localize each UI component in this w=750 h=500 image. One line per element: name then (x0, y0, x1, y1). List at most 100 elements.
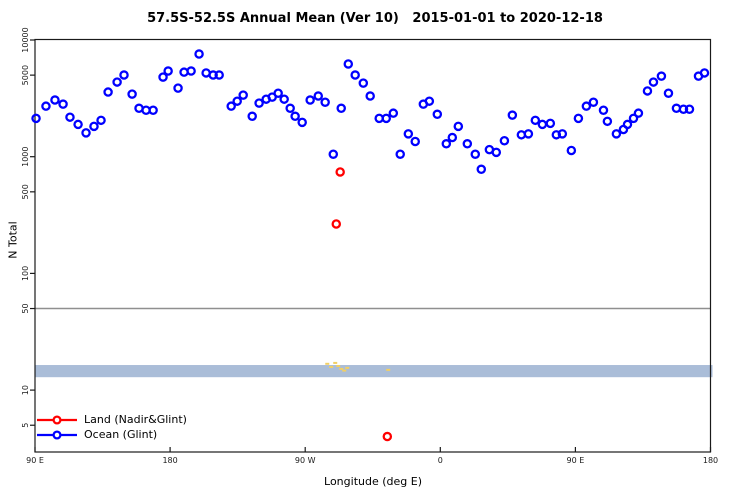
ocean-data-point (537, 119, 548, 130)
x-tick-label: 90 E (567, 456, 585, 465)
ocean-data-point (633, 108, 644, 118)
legend: Land (Nadir&Glint) Ocean (Glint) (37, 412, 187, 442)
ocean-data-point (557, 129, 568, 139)
ocean-data-point (279, 94, 289, 104)
ocean-data-point (208, 70, 218, 80)
legend-item-land: Land (Nadir&Glint) (37, 412, 187, 427)
ocean-data-point (194, 49, 204, 59)
ocean-data-point (226, 101, 236, 111)
x-tick-label: 180 (703, 456, 718, 465)
ocean-data-point (58, 99, 68, 109)
ocean-data-point (73, 119, 83, 130)
ocean-data-point (320, 97, 330, 107)
ocean-data-point (523, 129, 534, 139)
ocean-data-point (247, 111, 257, 122)
speck-marker (339, 367, 344, 370)
ocean-data-point (470, 149, 481, 159)
ocean-data-point (343, 59, 354, 69)
legend-label-ocean: Ocean (Glint) (84, 428, 158, 441)
legend-item-ocean: Ocean (Glint) (37, 427, 187, 442)
ocean-data-point (173, 83, 183, 93)
ocean-data-point (336, 103, 346, 114)
speck-marker (325, 362, 330, 365)
ocean-data-point (148, 105, 158, 116)
y-tick-label: 10000 (21, 27, 30, 52)
ocean-data-point (545, 118, 556, 129)
speck-marker (342, 369, 347, 372)
ocean-data-point (214, 70, 224, 80)
ocean-data-point (602, 116, 613, 127)
ocean-data-point (476, 164, 487, 175)
ocean-data-point (158, 72, 168, 82)
ocean-data-point (112, 77, 122, 87)
ocean-data-point (89, 121, 99, 132)
x-tick-label: 90 E (26, 456, 44, 465)
ocean-data-point (305, 95, 315, 105)
ocean-data-point (684, 104, 695, 115)
ocean-data-point (656, 71, 667, 81)
x-tick-label: 0 (438, 456, 443, 465)
x-tick-label: 180 (162, 456, 177, 465)
plot-box (34, 38, 712, 453)
land-data-point (382, 431, 393, 442)
speck-marker (336, 364, 341, 367)
ocean-data-point (403, 129, 414, 139)
ocean-data-point (103, 87, 113, 97)
ocean-data-point (358, 78, 369, 88)
ocean-data-point (432, 109, 443, 120)
ocean-data-point (290, 111, 300, 122)
ocean-data-point (381, 113, 392, 124)
ocean-data-point (462, 139, 473, 149)
ocean-data-point (388, 108, 399, 118)
ocean-data-point (663, 88, 674, 98)
y-tick-label: 5 (21, 423, 30, 428)
ocean-data-point (41, 101, 51, 111)
ocean-data-point (50, 95, 60, 105)
ocean-data-point (65, 112, 75, 122)
y-tick-label: 10 (21, 385, 30, 395)
ocean-data-point (238, 90, 248, 100)
ocean-data-point (507, 110, 518, 120)
land-data-point (335, 167, 345, 177)
ocean-data-point (447, 132, 458, 143)
land-legend-circle (52, 414, 62, 425)
ocean-data-point (81, 128, 91, 138)
ocean-data-point (395, 149, 405, 159)
ocean-legend-circle (52, 429, 62, 440)
ocean-data-point (453, 121, 464, 132)
ocean-data-point (678, 104, 689, 115)
ocean-data-point (581, 101, 592, 111)
ocean-data-point (119, 70, 129, 80)
y-axis-title: N Total (6, 221, 20, 259)
speck-marker (386, 368, 391, 371)
ocean-data-point (297, 117, 307, 128)
ocean-data-point (127, 89, 137, 99)
ocean-data-point (350, 70, 360, 80)
ocean-data-point (232, 96, 242, 106)
x-tick-label: 90 W (295, 456, 316, 465)
ocean-data-point (424, 96, 435, 106)
ocean-data-point (163, 66, 173, 76)
x-axis-title: Longitude (deg E) (324, 475, 422, 488)
ocean-data-point (96, 115, 106, 126)
ocean-data-point (699, 68, 710, 78)
ocean-data-point (31, 113, 41, 124)
chart-title: 57.5S-52.5S Annual Mean (Ver 10) 2015-01… (147, 11, 603, 26)
ocean-data-point (441, 139, 452, 149)
ocean-data-point (573, 113, 584, 124)
ocean-data-point (598, 105, 609, 116)
ocean-data-point (530, 115, 541, 126)
speck-marker (345, 366, 350, 369)
ocean-data-point (642, 86, 653, 96)
speck-marker (329, 365, 334, 368)
land-data-point (331, 219, 342, 229)
ocean-data-point (622, 119, 633, 130)
ocean-data-point (186, 66, 196, 76)
y-tick-label: 50 (21, 303, 30, 313)
ocean-data-point (273, 88, 283, 98)
ocean-data-point (365, 91, 375, 101)
ocean-data-point (648, 77, 659, 87)
ocean-data-point (588, 97, 599, 107)
